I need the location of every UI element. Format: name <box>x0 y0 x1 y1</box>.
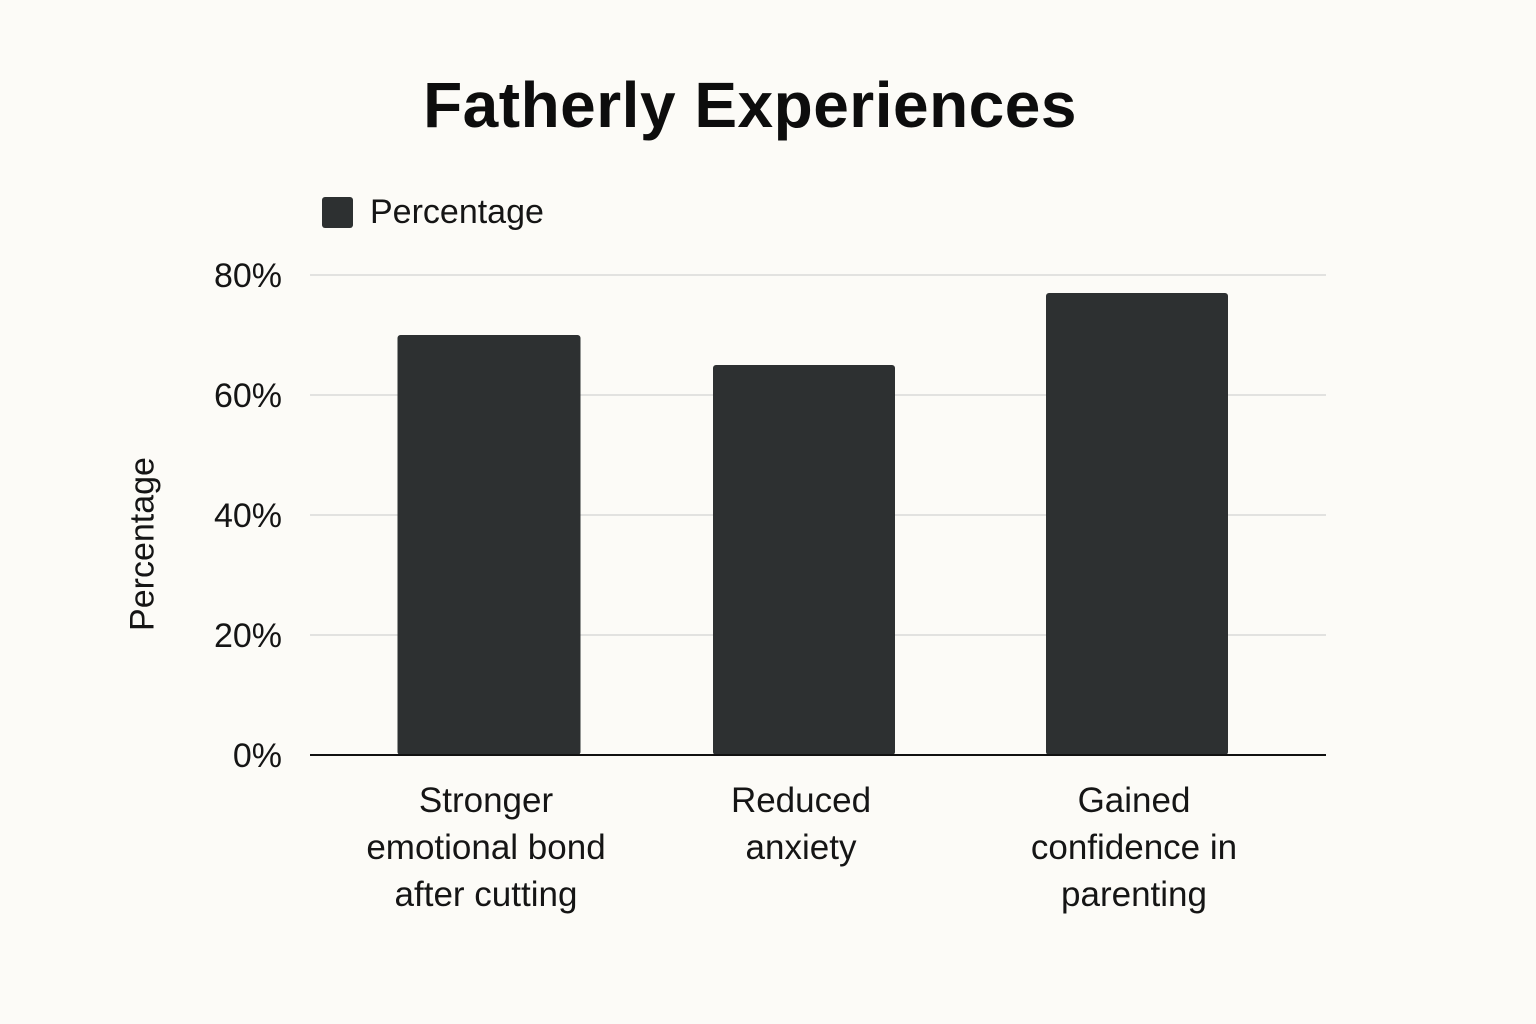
y-tick-label: 60% <box>214 377 282 415</box>
y-tick-labels: 0% 20% 40% 60% 80% <box>214 257 282 775</box>
legend: Percentage <box>322 193 544 232</box>
y-tick-label: 80% <box>214 257 282 295</box>
x-tick-label-line: confidence in <box>1031 828 1237 867</box>
x-tick-label: Reduced anxiety <box>731 781 871 867</box>
x-tick-label: Gained confidence in parenting <box>1031 781 1237 914</box>
x-tick-label-line: parenting <box>1061 875 1207 914</box>
y-tick-label: 20% <box>214 617 282 655</box>
bar <box>397 335 581 755</box>
y-tick-label: 40% <box>214 497 282 535</box>
x-tick-label: Stronger emotional bond after cutting <box>366 781 605 914</box>
x-tick-label-line: Gained <box>1078 781 1191 820</box>
x-tick-labels: Stronger emotional bond after cutting Reduc… <box>366 781 1237 914</box>
bar <box>1046 293 1228 755</box>
x-tick-label-line: after cutting <box>395 875 578 914</box>
bars <box>397 293 1228 755</box>
x-tick-label-line: emotional bond <box>366 828 605 867</box>
x-tick-label-line: Reduced <box>731 781 871 820</box>
x-tick-label-line: anxiety <box>746 828 857 867</box>
x-tick-label-line: Stronger <box>419 781 554 820</box>
legend-label: Percentage <box>370 193 544 231</box>
y-tick-label: 0% <box>233 737 282 775</box>
chart-title: Fatherly Experiences <box>423 69 1077 141</box>
bar <box>713 365 895 755</box>
legend-swatch <box>322 197 353 228</box>
